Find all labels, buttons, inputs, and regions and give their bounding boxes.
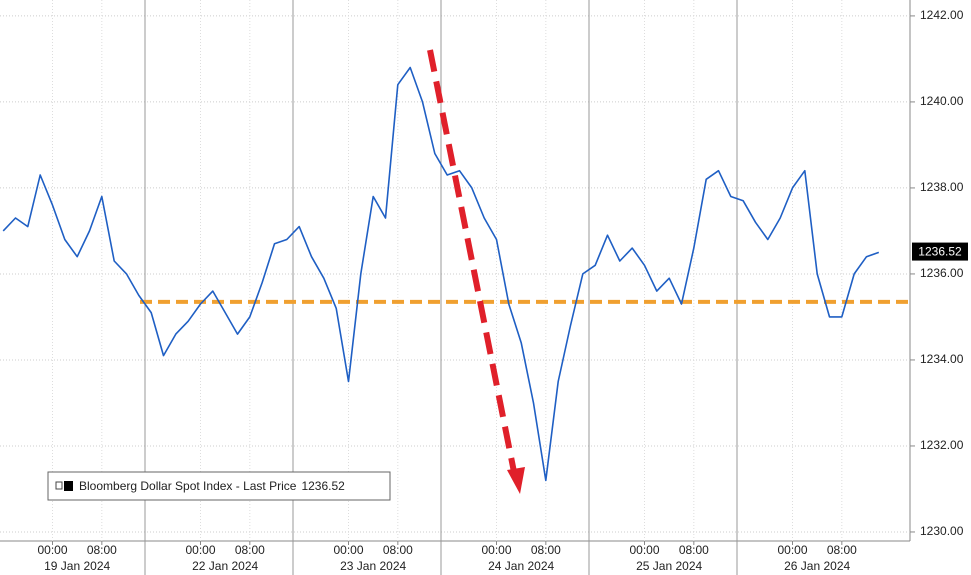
trend-arrow (427, 49, 525, 494)
arrow-shaft (427, 49, 517, 473)
last-price-label: 1236.52 (918, 245, 962, 259)
date-label: 22 Jan 2024 (192, 559, 258, 573)
x-tick-label: 00:00 (185, 543, 215, 557)
y-tick-label: 1240.00 (920, 94, 964, 108)
x-tick-label: 00:00 (629, 543, 659, 557)
arrow-head (507, 467, 525, 494)
legend-swatch (64, 481, 73, 491)
x-tick-label: 00:00 (777, 543, 807, 557)
y-tick-label: 1242.00 (920, 8, 964, 22)
legend-box (47, 471, 391, 501)
date-label: 25 Jan 2024 (636, 559, 702, 573)
date-label: 19 Jan 2024 (44, 559, 110, 573)
x-tick-label: 08:00 (235, 543, 265, 557)
legend-label: Bloomberg Dollar Spot Index - Last Price (79, 479, 297, 493)
x-tick-label: 08:00 (679, 543, 709, 557)
x-tick-label: 00:00 (333, 543, 363, 557)
price-line (2, 66, 880, 482)
x-tick-label: 08:00 (531, 543, 561, 557)
y-tick-label: 1234.00 (920, 352, 964, 366)
x-tick-label: 08:00 (87, 543, 117, 557)
x-tick-label: 08:00 (827, 543, 857, 557)
date-label: 23 Jan 2024 (340, 559, 406, 573)
y-tick-label: 1232.00 (920, 438, 964, 452)
date-label: 26 Jan 2024 (784, 559, 850, 573)
y-tick-label: 1236.00 (920, 266, 964, 280)
x-tick-label: 00:00 (481, 543, 511, 557)
x-tick-label: 08:00 (383, 543, 413, 557)
last-price-tag (912, 242, 968, 261)
date-label: 24 Jan 2024 (488, 559, 554, 573)
legend-value: 1236.52 (301, 479, 345, 493)
y-tick-label: 1238.00 (920, 180, 964, 194)
legend: Bloomberg Dollar Spot Index - Last Price… (47, 471, 391, 501)
x-tick-label: 00:00 (37, 543, 67, 557)
marks (2, 66, 910, 482)
y-tick-label: 1230.00 (920, 524, 964, 538)
legend-icon (55, 481, 63, 490)
